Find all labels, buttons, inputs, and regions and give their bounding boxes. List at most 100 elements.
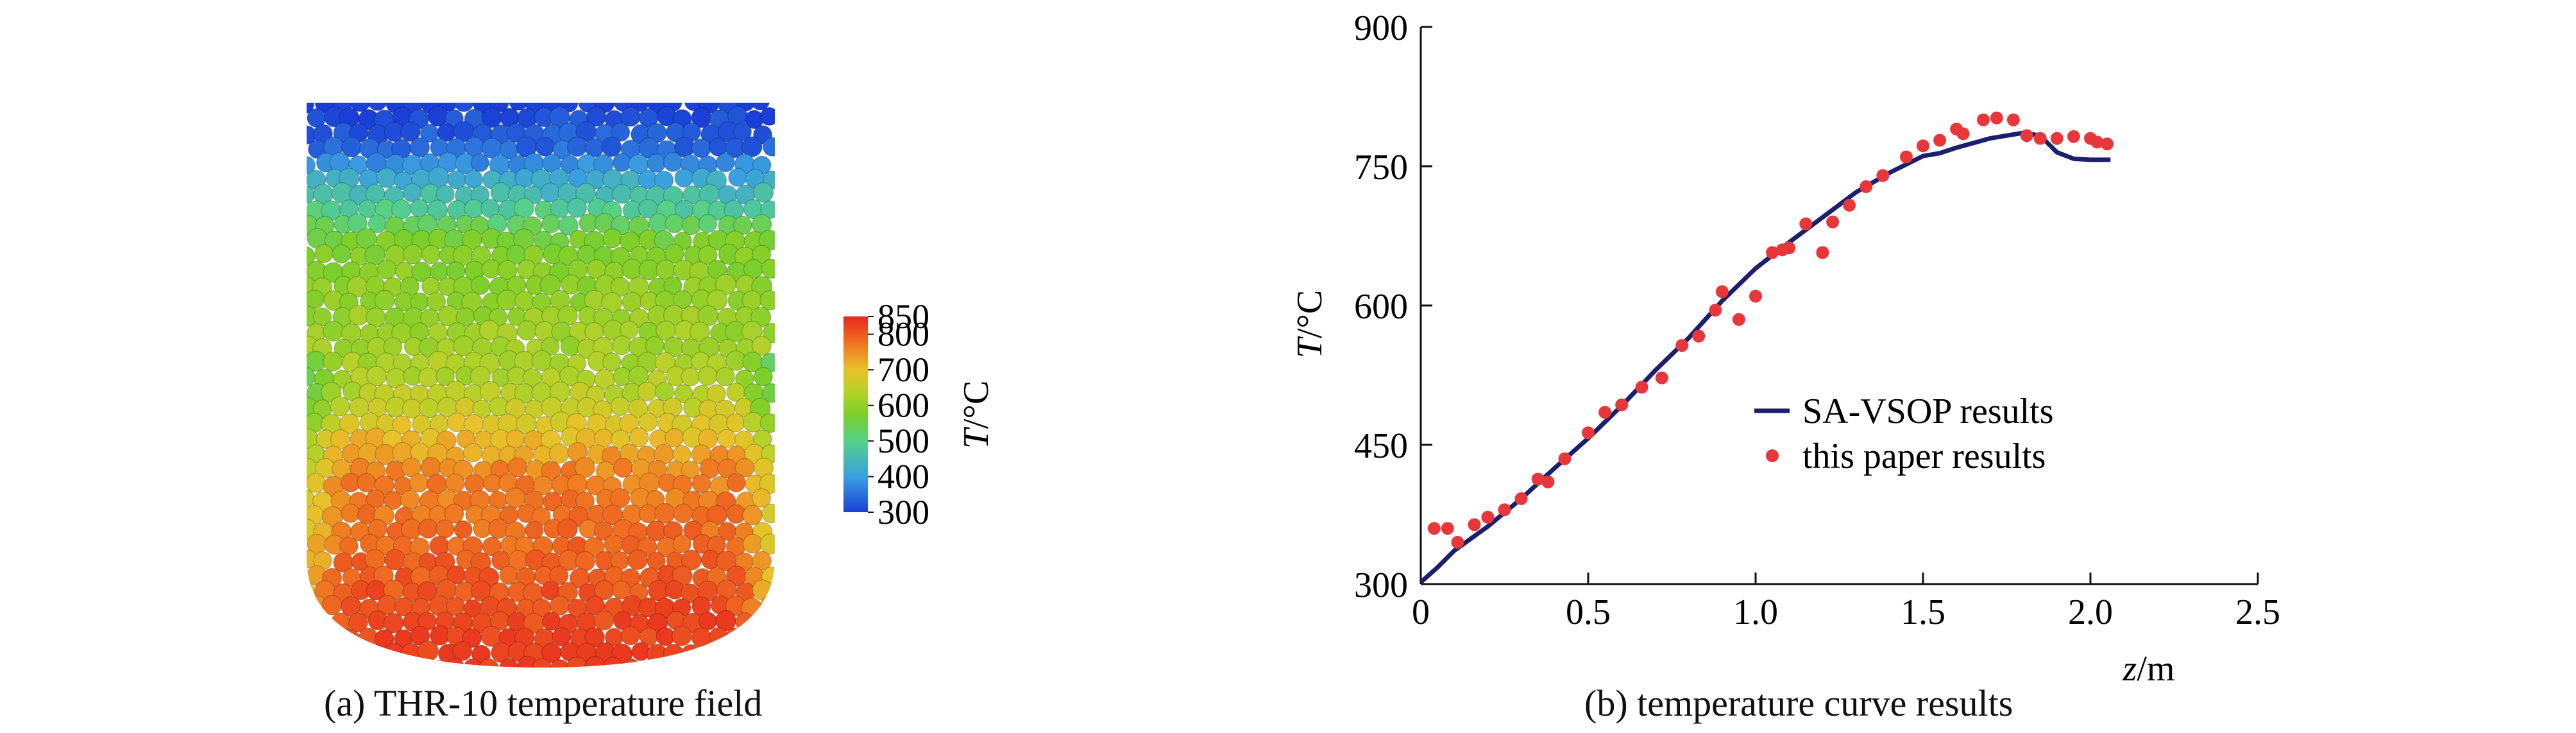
particle xyxy=(558,215,579,236)
data-point xyxy=(1990,111,2003,125)
particle xyxy=(601,136,622,157)
chart-legend: SA-VSOP results this paper results xyxy=(1754,392,2054,476)
particle xyxy=(663,276,682,295)
particle xyxy=(348,612,369,633)
data-point xyxy=(1692,329,1706,343)
panel-b-caption: (b) temperature curve results xyxy=(1584,682,2013,724)
particle xyxy=(498,658,520,668)
particle xyxy=(762,137,775,157)
data-point xyxy=(1498,503,1511,517)
particle xyxy=(436,519,455,539)
particle xyxy=(453,520,473,539)
particle xyxy=(628,398,648,419)
data-point xyxy=(1749,289,1762,303)
data-point xyxy=(1615,398,1629,411)
data-point xyxy=(2006,113,2020,126)
chart-series xyxy=(1419,111,2114,584)
particle xyxy=(654,230,674,251)
data-point xyxy=(2033,132,2047,145)
colorbar-tick-label: 500 xyxy=(877,422,929,460)
particle xyxy=(497,260,518,280)
particle xyxy=(367,103,388,111)
data-point xyxy=(1598,406,1612,419)
data-point xyxy=(1956,127,1970,141)
colorbar-tick-label: 300 xyxy=(877,493,929,531)
colorbar-tick-label: 800 xyxy=(877,315,929,354)
y-tick-label: 300 xyxy=(1354,565,1408,605)
data-point xyxy=(1514,492,1528,505)
legend-swatch-marker xyxy=(1766,449,1779,462)
particle xyxy=(751,336,772,356)
particle xyxy=(566,198,588,218)
particle xyxy=(698,214,718,234)
particle xyxy=(350,103,371,112)
data-point xyxy=(1843,198,1856,212)
data-point xyxy=(1826,215,1840,229)
particle xyxy=(575,183,597,204)
particle xyxy=(374,289,395,311)
particle xyxy=(508,103,529,111)
particle xyxy=(611,123,631,142)
particle xyxy=(374,475,395,496)
particle xyxy=(761,259,775,279)
particle xyxy=(392,415,412,435)
particle xyxy=(759,533,775,555)
data-point xyxy=(2067,130,2080,143)
data-point xyxy=(1441,522,1454,535)
data-point xyxy=(1860,180,1873,193)
particle xyxy=(619,413,640,434)
particle xyxy=(559,103,579,113)
particle xyxy=(445,473,465,494)
data-point xyxy=(1558,452,1572,465)
particle xyxy=(674,384,693,404)
particle xyxy=(752,429,772,449)
particle xyxy=(629,427,649,447)
particle xyxy=(601,292,623,314)
particle xyxy=(539,274,561,296)
legend-label: SA-VSOP results xyxy=(1802,392,2054,431)
particle xyxy=(366,365,387,386)
particle xyxy=(715,153,736,173)
data-point xyxy=(1709,304,1722,317)
particle xyxy=(620,320,639,340)
y-axis-label: T/°C xyxy=(1290,290,1330,358)
particle xyxy=(452,641,473,662)
data-point xyxy=(2090,135,2104,149)
particle xyxy=(470,275,490,295)
particle xyxy=(541,460,562,481)
particle xyxy=(752,551,772,571)
legend-label: this paper results xyxy=(1802,436,2046,476)
particle xyxy=(462,443,483,463)
x-tick-label: 0 xyxy=(1412,592,1430,632)
particle xyxy=(427,199,448,221)
particle xyxy=(759,290,775,311)
data-point xyxy=(1799,217,1813,230)
data-point xyxy=(1876,169,1890,182)
particle xyxy=(664,243,684,264)
particle xyxy=(462,658,484,668)
particle xyxy=(753,366,774,387)
colorbar-gradient xyxy=(843,316,868,512)
particle xyxy=(733,216,752,236)
data-point xyxy=(1766,246,1779,259)
x-tick-label: 1.5 xyxy=(1901,592,1945,632)
particle xyxy=(638,412,658,432)
particle xyxy=(750,103,770,111)
data-point xyxy=(1481,510,1495,524)
particle xyxy=(759,107,775,126)
particle xyxy=(681,460,700,480)
particle xyxy=(524,521,544,540)
particle xyxy=(715,366,736,387)
particle xyxy=(400,121,421,142)
data-point xyxy=(1541,475,1555,488)
data-point xyxy=(1732,313,1745,326)
data-point xyxy=(1468,518,1481,531)
data-point xyxy=(1635,381,1648,394)
particle xyxy=(574,457,596,478)
particle xyxy=(671,625,693,646)
particle xyxy=(557,518,579,540)
x-tick-label: 0.5 xyxy=(1566,592,1611,632)
